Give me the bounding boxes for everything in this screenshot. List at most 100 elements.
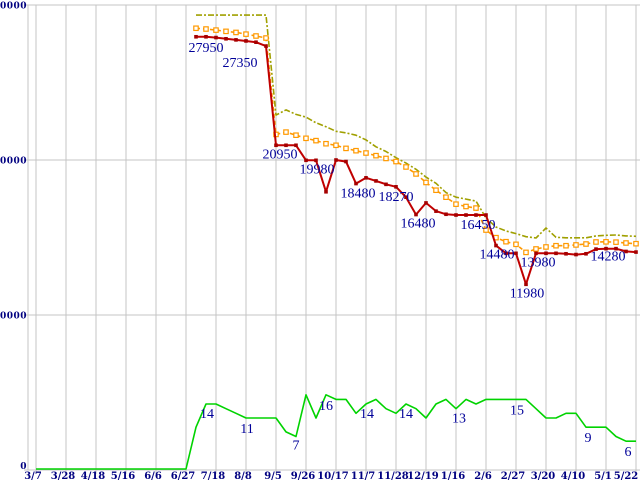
average-price-marker [413,171,419,177]
lowest-price-marker [294,143,298,148]
average-price-marker [373,152,379,159]
lowest-price-marker [344,159,348,164]
lowest-price-marker [594,247,598,251]
lowest-price-marker [394,185,398,189]
average-price-marker [213,27,219,33]
average-price-marker [533,246,539,252]
lowest-price-marker [324,189,328,194]
lowest-price-marker [244,39,248,43]
store-count-label: 7 [293,439,300,454]
x-axis-label: 6/6 [144,471,162,480]
lowest-price-marker [334,158,338,162]
lowest-price-marker [354,181,358,186]
x-axis-label: 11/7 [351,471,376,480]
price-point-label: 18480 [341,187,376,202]
average-price-marker [573,242,579,248]
lowest-price-marker [564,251,568,256]
price-point-label: 19980 [300,162,335,177]
lowest-price-marker [214,35,218,40]
average-price-marker [203,26,209,32]
average-price-marker [363,150,369,156]
x-axis-label: 5/16 [111,471,136,480]
price-point-label: 11980 [510,286,544,301]
average-price-marker [223,28,229,35]
lowest-price-marker [464,213,468,217]
x-axis-label: 2/27 [501,471,526,480]
price-point-label: 14480 [480,248,515,263]
lowest-price-marker [524,282,528,287]
average-price-marker [353,147,359,154]
lowest-price-marker [584,251,588,256]
lowest-price-marker [544,251,548,256]
average-price-marker [613,239,619,245]
store-count-label: 14 [399,407,413,422]
x-axis-label: 3/20 [531,471,556,480]
store-count-label: 14 [360,407,374,422]
average-price-marker [313,137,319,144]
average-price-marker [333,142,339,149]
price-point-label: 14280 [591,250,626,265]
average-price-marker [403,164,409,170]
average-price-marker [383,155,389,162]
average-price-marker [583,241,589,247]
y-axis-label: 30000 [0,2,27,12]
lowest-price-marker [454,213,458,217]
lowest-price-marker [274,143,278,148]
x-axis-label: 3/28 [51,471,76,480]
average-price-marker [253,33,259,39]
lowest-price-marker [484,213,488,217]
x-axis-label: 5/1 [594,471,612,480]
lowest-price-marker [404,195,408,199]
average-price-marker [283,129,289,135]
average-price-marker [473,205,479,211]
x-axis-label: 6/27 [171,471,196,480]
average-price-marker [543,244,549,250]
store-count-label: 9 [585,431,592,446]
average-price-marker [453,201,459,207]
y-axis-label: 10000 [0,312,27,322]
average-price-marker [503,238,509,245]
lowest-price-marker [614,246,618,251]
lowest-price-marker [474,213,478,217]
average-price-marker [443,194,449,201]
x-axis-label: 11/28 [377,471,409,480]
lowest-price-marker [534,251,538,256]
x-axis-label: 10/17 [317,471,349,480]
price-point-label: 27950 [189,41,224,56]
price-point-label: 13980 [521,255,556,270]
average-price-marker [593,239,599,245]
average-price-marker [633,240,639,247]
lowest-price-marker [314,158,318,163]
x-axis-label: 2/6 [474,471,492,480]
x-axis-label: 7/18 [201,471,226,480]
x-axis-label: 1/16 [441,471,466,480]
upper-price-line [196,14,637,239]
average-price-marker [343,145,349,152]
lowest-price-marker [574,252,578,257]
x-axis-label: 9/26 [291,471,316,480]
lowest-price-marker [374,179,378,183]
price-point-label: 16450 [461,218,496,233]
lowest-price-marker [624,249,628,254]
store-count-label: 15 [510,403,524,418]
x-axis-label: 9/5 [264,471,282,480]
lowest-price-marker [424,201,428,205]
average-price-marker [263,35,269,41]
price-point-label: 27350 [223,56,258,71]
price-point-label: 16480 [401,217,436,232]
lowest-price-marker [304,158,308,163]
average-price-marker [603,239,609,245]
average-price-marker [303,135,309,142]
average-price-marker [393,158,399,165]
lowest-price-marker [384,182,388,187]
average-price-marker [463,203,469,210]
x-axis-label: 3/7 [24,471,42,480]
store-count-label: 14 [200,407,214,422]
lowest-price-marker [634,250,638,254]
lowest-price-marker [224,36,228,41]
average-price-marker [243,31,249,37]
lowest-price-marker [254,40,258,44]
